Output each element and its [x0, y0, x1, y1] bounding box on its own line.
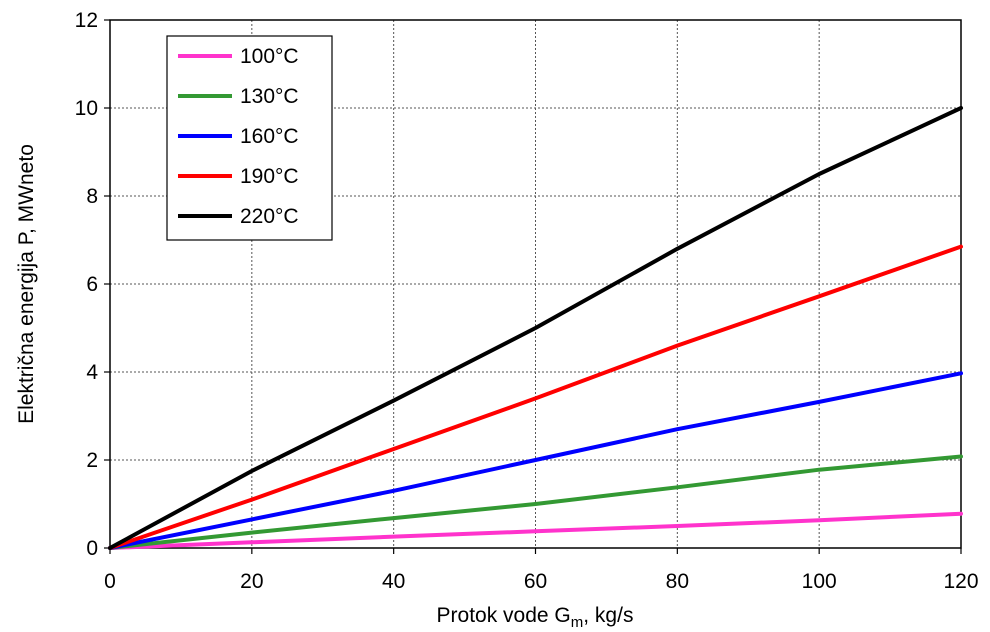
x-tick-label: 20 [240, 570, 263, 593]
y-tick-label: 10 [75, 97, 98, 120]
x-tick-label: 0 [104, 570, 116, 593]
series-line-4 [108, 106, 963, 550]
x-axis-label-tail: , kg/s [583, 604, 633, 627]
legend-label: 100°C [240, 45, 299, 68]
y-axis-label: Električna energija P, MWneto [15, 144, 38, 424]
y-axis-ticks: 0 2 4 6 8 10 12 [75, 9, 110, 560]
y-tick-label: 8 [86, 185, 98, 208]
legend-label: 160°C [240, 125, 299, 148]
x-tick-label: 120 [943, 570, 978, 593]
legend-label: 190°C [240, 165, 299, 188]
series-line-3 [108, 244, 963, 550]
x-tick-label: 60 [524, 570, 547, 593]
series-lines [108, 106, 963, 550]
legend-label: 130°C [240, 85, 299, 108]
y-tick-label: 6 [86, 273, 98, 296]
x-axis-label-subscript: m [571, 614, 584, 631]
legend: 100°C 130°C 160°C 190°C 220°C [166, 35, 333, 241]
y-tick-label: 4 [86, 361, 98, 384]
series-line-1 [108, 454, 963, 550]
x-axis-label: Protok vode Gm, kg/s [437, 604, 634, 631]
legend-label: 220°C [240, 205, 299, 228]
x-tick-label: 80 [666, 570, 689, 593]
series-line-0 [108, 511, 963, 550]
x-axis-label-main: Protok vode G [437, 604, 571, 627]
x-tick-label: 100 [802, 570, 837, 593]
series-line-2 [108, 371, 963, 550]
y-tick-label: 0 [86, 537, 98, 560]
x-tick-label: 40 [382, 570, 405, 593]
x-axis-ticks: 0 20 40 60 80 100 120 [104, 548, 979, 593]
y-tick-label: 2 [86, 449, 98, 472]
y-tick-label: 12 [75, 9, 98, 32]
